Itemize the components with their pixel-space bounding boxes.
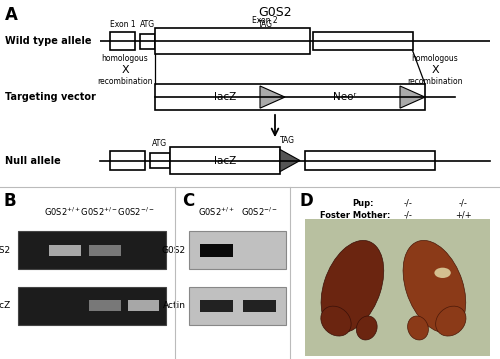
Bar [89, 300, 121, 311]
Bar [110, 32, 135, 50]
Text: -/-: -/- [404, 211, 412, 220]
Text: Exon 2: Exon 2 [252, 16, 278, 25]
Text: Neoʳ: Neoʳ [334, 92, 356, 102]
Text: lacZ: lacZ [214, 155, 236, 165]
Text: -/-: -/- [458, 199, 468, 208]
Ellipse shape [356, 316, 377, 340]
Bar [49, 245, 80, 256]
Text: Targeting vector: Targeting vector [5, 92, 96, 102]
Text: Pup:: Pup: [352, 199, 374, 208]
Text: recombination: recombination [97, 76, 153, 85]
Text: X: X [431, 65, 439, 75]
Bar [312, 32, 412, 50]
Text: Null allele: Null allele [5, 155, 61, 165]
Text: ATG: ATG [140, 20, 155, 29]
Text: TAG: TAG [280, 136, 295, 145]
Bar [305, 219, 490, 355]
Bar [200, 243, 233, 257]
Bar [200, 299, 233, 312]
Text: Exon 1: Exon 1 [110, 20, 136, 29]
Text: X: X [121, 65, 129, 75]
Text: homologous: homologous [102, 54, 148, 63]
Bar [305, 151, 435, 170]
Text: TAG: TAG [258, 20, 272, 29]
Text: recombination: recombination [407, 76, 463, 85]
Text: G0S2: G0S2 [0, 246, 10, 255]
Text: D: D [299, 192, 313, 210]
Bar [150, 153, 170, 168]
Text: G0S2$^{+/+}$G0S2$^{+/-}$G0S2$^{-/-}$: G0S2$^{+/+}$G0S2$^{+/-}$G0S2$^{-/-}$ [44, 206, 155, 218]
Ellipse shape [408, 316, 428, 340]
Bar [140, 34, 155, 48]
Ellipse shape [403, 241, 466, 333]
Text: C: C [182, 192, 194, 210]
Ellipse shape [321, 306, 351, 336]
Text: +/+: +/+ [455, 211, 471, 220]
Bar [170, 148, 280, 174]
Polygon shape [400, 86, 425, 108]
Text: G0S2$^{+/+}$: G0S2$^{+/+}$ [198, 206, 235, 218]
Text: G0S2: G0S2 [258, 6, 292, 19]
Bar [189, 232, 286, 269]
Bar [18, 286, 166, 325]
Text: ATG: ATG [152, 139, 168, 148]
Bar [89, 245, 121, 256]
Ellipse shape [321, 241, 384, 333]
Bar [155, 28, 310, 54]
Bar [189, 286, 286, 325]
Bar [18, 232, 166, 269]
Text: Actin: Actin [162, 301, 186, 310]
Text: G0S2: G0S2 [162, 246, 186, 255]
Bar [128, 300, 159, 311]
Text: lacZ: lacZ [214, 92, 236, 102]
Text: -/-: -/- [404, 199, 412, 208]
Text: G0S2$^{-/-}$: G0S2$^{-/-}$ [241, 206, 278, 218]
Ellipse shape [436, 306, 466, 336]
Polygon shape [280, 149, 300, 172]
Text: homologous: homologous [412, 54, 459, 63]
Text: Foster Mother:: Foster Mother: [320, 211, 390, 220]
Text: Wild type allele: Wild type allele [5, 36, 92, 46]
Ellipse shape [434, 268, 451, 278]
Text: A: A [5, 6, 18, 24]
Bar [110, 151, 145, 170]
Text: lacZ: lacZ [0, 301, 10, 310]
Bar [242, 299, 276, 312]
Bar [155, 84, 425, 110]
Text: B: B [4, 192, 16, 210]
Polygon shape [260, 86, 285, 108]
